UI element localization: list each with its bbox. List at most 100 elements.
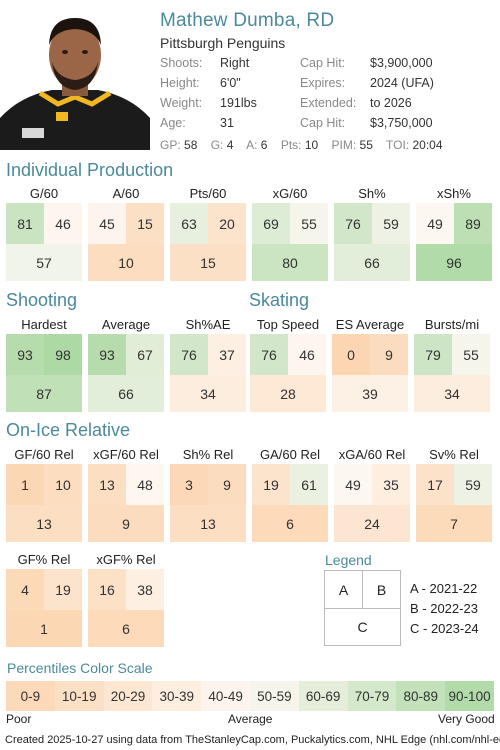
percentile-cell-b: 20	[208, 203, 246, 244]
percentile-cell-b: 98	[44, 334, 82, 375]
stat-label: Pts:	[280, 138, 302, 152]
metric-label: GA/60 Rel	[260, 447, 320, 462]
color-scale: 0-9 10-19 20-29 30-39 40-49 50-59 60-69 70-79 80…	[6, 681, 494, 711]
metric-card: 45 15 10	[88, 203, 164, 281]
metric-card: 49 35 24	[334, 464, 410, 542]
legend-cell-c: C	[357, 619, 368, 635]
info-label: Cap Hit:	[300, 56, 346, 70]
metric-card: 79 55 34	[414, 334, 490, 412]
percentile-cell-b: 46	[288, 334, 326, 375]
info-label: Height:	[160, 76, 200, 90]
percentile-cell-b: 9	[370, 334, 408, 375]
info-label: Cap Hit:	[300, 116, 346, 130]
stat-value: 10	[304, 138, 319, 152]
percentile-cell-b: 46	[44, 203, 82, 244]
info-value: $3,900,000	[370, 56, 433, 70]
metric-label: GF% Rel	[17, 552, 71, 567]
scale-label-average: Average	[228, 712, 273, 726]
player-name: Mathew Dumba, RD	[160, 10, 335, 31]
percentile-cell-a: 4	[6, 569, 44, 610]
scale-bin: 30-39	[152, 681, 202, 711]
percentile-cell-a: 13	[88, 464, 126, 505]
percentile-cell-c: 6	[88, 610, 164, 647]
metric-label: Average	[101, 317, 151, 332]
info-label: Weight:	[160, 96, 203, 110]
metric-label: Sh%	[358, 186, 386, 201]
metric-card: 76 59 66	[334, 203, 410, 281]
scale-bin: 60-69	[298, 681, 348, 711]
metric-card: 81 46 57	[6, 203, 82, 281]
metric-card: 1 10 13	[6, 464, 82, 542]
info-value: 191lbs	[220, 96, 257, 110]
metric-card: 76 37 34	[170, 334, 246, 412]
metric-card: 69 55 80	[252, 203, 328, 281]
stat-value: 58	[184, 138, 198, 152]
metric-label: xGA/60 Rel	[338, 447, 406, 462]
metric-label: xG/60	[272, 186, 308, 201]
percentile-cell-a: 19	[252, 464, 290, 505]
percentile-cell-a: 49	[334, 464, 372, 505]
percentile-cell-a: 1	[6, 464, 44, 505]
stat-label: GP:	[160, 138, 181, 152]
info-value: to 2026	[370, 96, 412, 110]
legend-key: A B C	[324, 570, 401, 646]
percentile-cell-c: 10	[88, 244, 164, 281]
metric-card: 0 9 39	[332, 334, 408, 412]
percentile-cell-c: 87	[6, 375, 82, 412]
scale-bin: 50-59	[249, 681, 299, 711]
metric-label: xGF% Rel	[96, 552, 156, 567]
section-title-individual-production: Individual Production	[6, 160, 174, 180]
info-label: Age:	[160, 116, 186, 130]
percentile-cell-a: 49	[416, 203, 454, 244]
percentile-cell-b: 37	[208, 334, 246, 375]
legend-item: A - 2021-22	[410, 581, 478, 596]
scale-label-poor: Poor	[6, 712, 32, 726]
scale-bin: 0-9	[6, 681, 55, 711]
percentile-cell-a: 63	[170, 203, 208, 244]
percentile-cell-c: 57	[6, 244, 82, 281]
legend-title: Legend	[325, 552, 372, 568]
metric-label: xSh%	[437, 186, 471, 201]
percentile-cell-b: 89	[454, 203, 492, 244]
legend-item: C - 2023-24	[410, 621, 479, 636]
percentile-cell-c: 24	[334, 505, 410, 542]
percentile-cell-a: 0	[332, 334, 370, 375]
percentile-cell-c: 66	[334, 244, 410, 281]
percentile-cell-c: 39	[332, 375, 408, 412]
percentile-cell-b: 19	[44, 569, 82, 610]
metric-label: xGF/60 Rel	[93, 447, 159, 462]
scale-bin: 80-89	[396, 681, 446, 711]
player-team: Pittsburgh Penguins	[160, 35, 286, 51]
percentile-cell-a: 93	[6, 334, 44, 375]
player-photo	[0, 0, 150, 150]
percentile-cell-c: 34	[170, 375, 246, 412]
percentile-cell-c: 28	[250, 375, 326, 412]
metric-label: Sh% Rel	[182, 447, 234, 462]
scale-bin: 20-29	[103, 681, 153, 711]
stat-value: 20:04	[412, 138, 443, 152]
stat-label: A:	[246, 138, 258, 152]
percentile-cell-c: 96	[416, 244, 492, 281]
metric-label: ES Average	[335, 317, 405, 332]
percentile-cell-a: 17	[416, 464, 454, 505]
percentile-cell-b: 55	[290, 203, 328, 244]
stat-label: G:	[210, 138, 224, 152]
stat-value: 6	[260, 138, 268, 152]
percentile-cell-a: 45	[88, 203, 126, 244]
info-value: 6'0"	[220, 76, 241, 90]
section-title-skating: Skating	[249, 290, 310, 310]
info-label: Shoots:	[160, 56, 203, 70]
percentile-cell-a: 79	[414, 334, 452, 375]
percentile-cell-c: 13	[6, 505, 82, 542]
legend-cell-b: B	[363, 571, 400, 609]
percentile-cell-b: 59	[372, 203, 410, 244]
section-title-on-ice-relative: On-Ice Relative	[6, 420, 131, 440]
metric-card: 17 59 7	[416, 464, 492, 542]
metric-label: Sh%AE	[185, 317, 231, 332]
percentile-cell-c: 7	[416, 505, 492, 542]
player-header: Mathew Dumba, RD Pittsburgh Penguins Sho…	[0, 0, 500, 155]
percentile-cell-b: 10	[44, 464, 82, 505]
metric-label: Top Speed	[256, 317, 320, 332]
percentile-cell-a: 76	[334, 203, 372, 244]
percentile-cell-a: 81	[6, 203, 44, 244]
